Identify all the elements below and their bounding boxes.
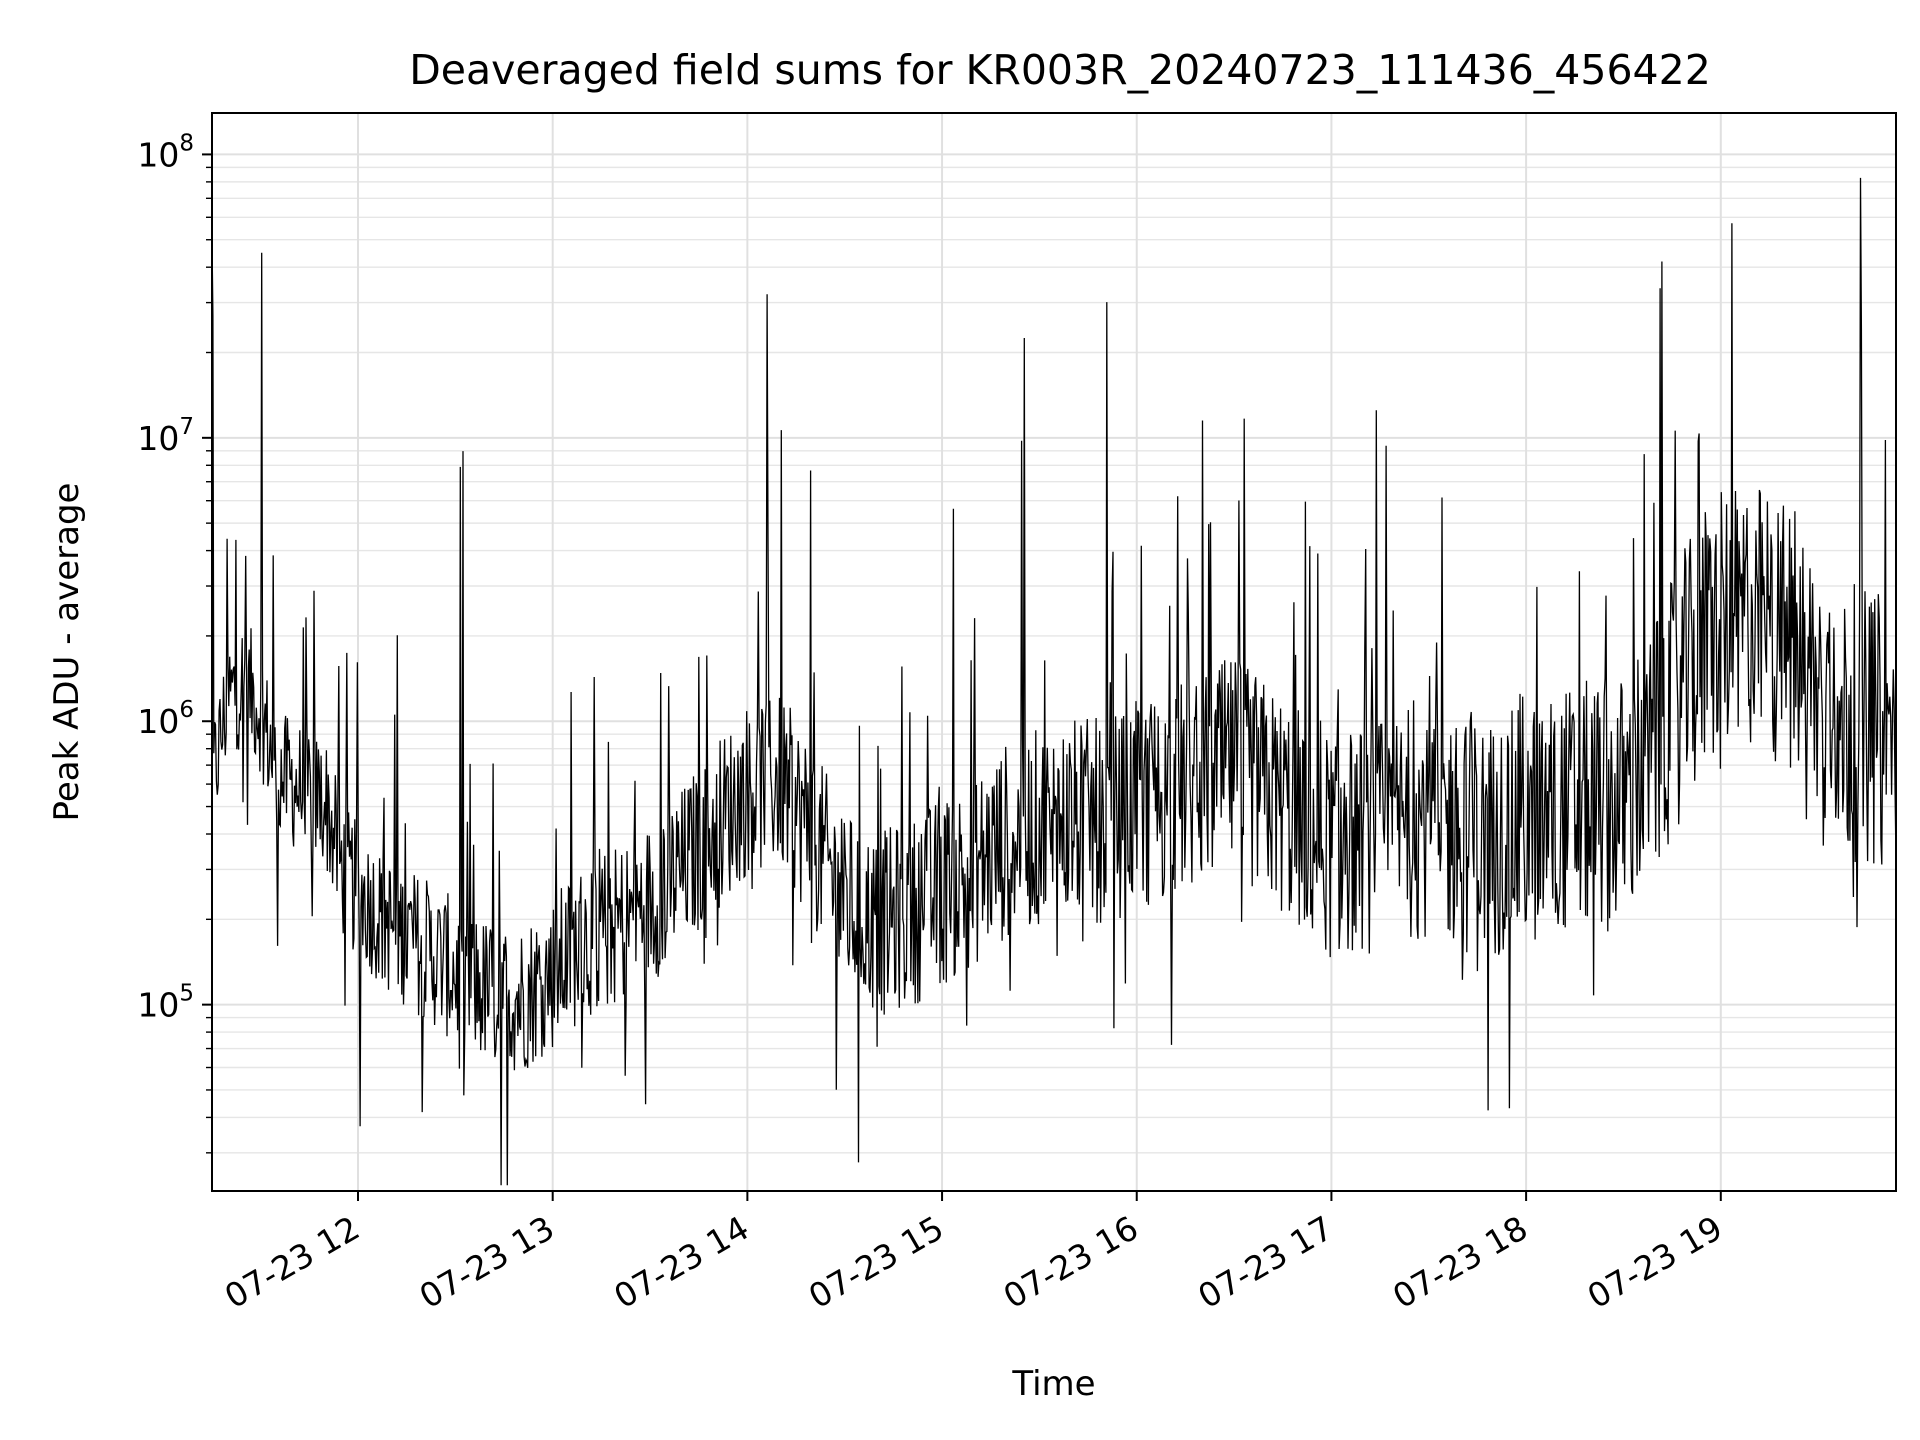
chart-title: Deaveraged field sums for KR003R_2024072… — [409, 46, 1711, 94]
y-axis: 105 106 107 108 — [137, 130, 212, 1154]
x-axis-label: Time — [1011, 1364, 1095, 1404]
y-axis-label: Peak ADU - average — [47, 483, 87, 822]
y-tick-label: 108 — [137, 130, 194, 174]
series-line — [212, 177, 1896, 1186]
y-tick-label: 105 — [137, 981, 194, 1025]
y-tick-label: 107 — [137, 414, 194, 458]
major-gridlines — [212, 113, 1896, 1191]
plot-frame — [211, 112, 1897, 1192]
y-tick-label: 106 — [137, 697, 194, 741]
